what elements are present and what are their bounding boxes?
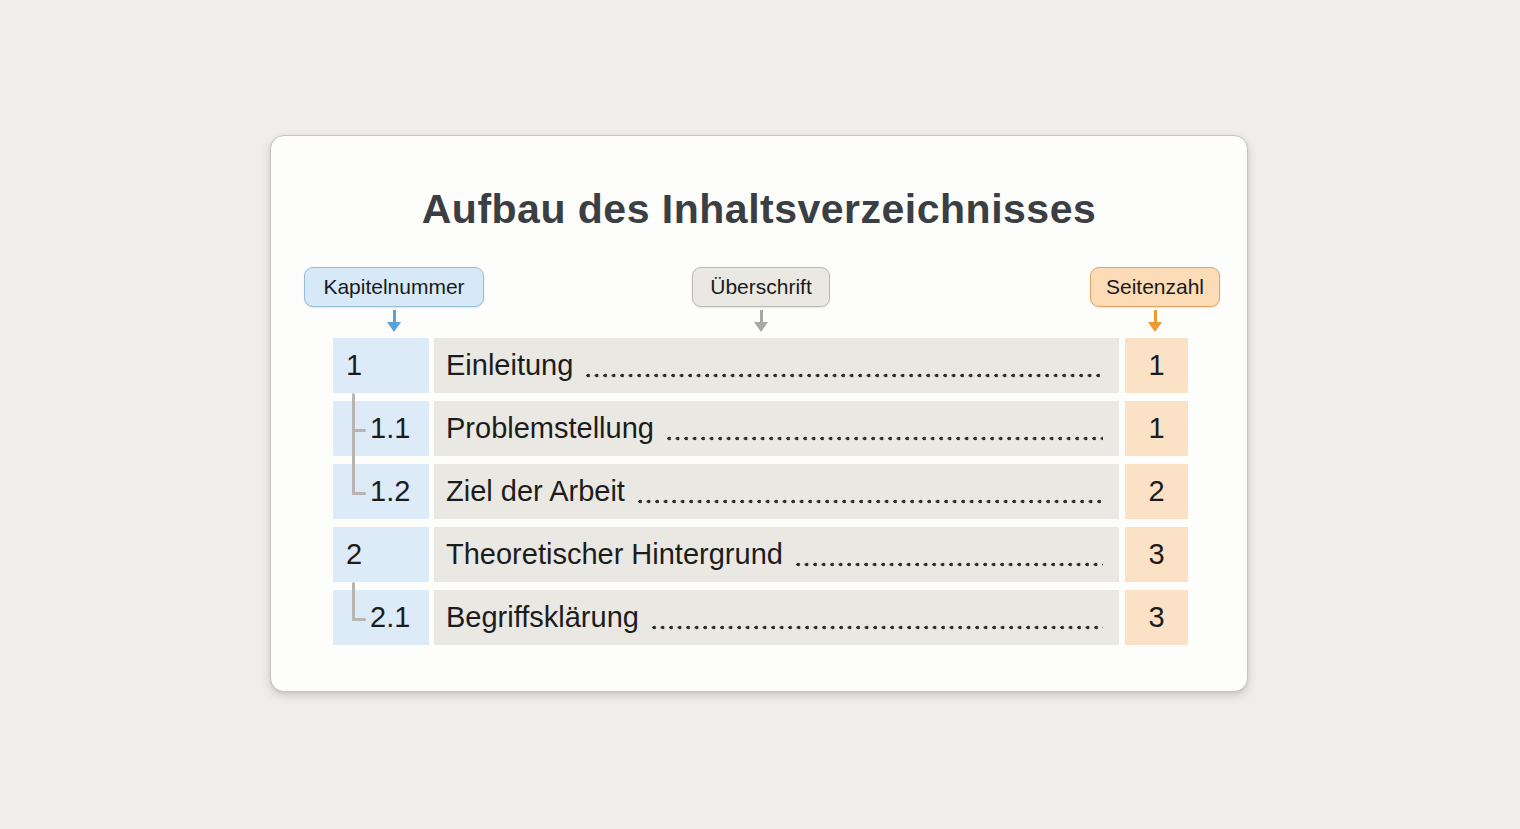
toc-table: 1 Einleitung 1 1.1 Problemstellung 1 1.2… bbox=[333, 338, 1188, 645]
arrow-head bbox=[1148, 322, 1162, 332]
page-number-cell: 1 bbox=[1125, 338, 1188, 393]
toc-row: 2.1 Begriffsklärung 3 bbox=[333, 590, 1188, 645]
dotted-leader bbox=[796, 562, 1103, 567]
dotted-leader bbox=[638, 499, 1103, 504]
tree-connector-vertical bbox=[352, 393, 355, 495]
chapter-number: 2.1 bbox=[370, 601, 410, 634]
chapter-number: 1.2 bbox=[370, 475, 410, 508]
heading-cell: Theoretischer Hintergrund bbox=[434, 527, 1119, 582]
chapter-number: 2 bbox=[346, 538, 362, 571]
page-number: 1 bbox=[1148, 412, 1164, 445]
diagram-title: Aufbau des Inhaltsverzeichnisses bbox=[271, 186, 1247, 233]
chapter-number-cell: 1 bbox=[333, 338, 429, 393]
chapter-number-cell: 2.1 bbox=[333, 590, 429, 645]
down-arrow-icon bbox=[387, 310, 401, 332]
tree-connector-branch bbox=[352, 618, 366, 621]
heading-text: Problemstellung bbox=[446, 412, 654, 445]
toc-row: 1 Einleitung 1 bbox=[333, 338, 1188, 393]
page-number-cell: 3 bbox=[1125, 527, 1188, 582]
down-arrow-icon bbox=[1148, 310, 1162, 332]
heading-label: Überschrift bbox=[692, 267, 830, 307]
page-number: 1 bbox=[1148, 349, 1164, 382]
arrow-head bbox=[387, 322, 401, 332]
chapter-number: 1 bbox=[346, 349, 362, 382]
dotted-leader bbox=[652, 625, 1103, 630]
column-label-group-heading: Überschrift bbox=[692, 267, 830, 332]
toc-row: 2 Theoretischer Hintergrund 3 bbox=[333, 527, 1188, 582]
page-number-cell: 3 bbox=[1125, 590, 1188, 645]
arrow-stem bbox=[760, 310, 763, 322]
heading-text: Theoretischer Hintergrund bbox=[446, 538, 783, 571]
column-label-group-chapter-number: Kapitelnummer bbox=[304, 267, 484, 332]
heading-text: Einleitung bbox=[446, 349, 573, 382]
chapter-number: 1.1 bbox=[370, 412, 410, 445]
chapter-number-label: Kapitelnummer bbox=[304, 267, 484, 307]
heading-cell: Begriffsklärung bbox=[434, 590, 1119, 645]
tree-connector-vertical bbox=[352, 582, 355, 621]
down-arrow-icon bbox=[754, 310, 768, 332]
dotted-leader bbox=[667, 436, 1103, 441]
page-number: 3 bbox=[1148, 538, 1164, 571]
diagram-card: Aufbau des Inhaltsverzeichnisses Kapitel… bbox=[270, 135, 1248, 692]
page-number-cell: 1 bbox=[1125, 401, 1188, 456]
heading-cell: Problemstellung bbox=[434, 401, 1119, 456]
heading-cell: Ziel der Arbeit bbox=[434, 464, 1119, 519]
page-number-label: Seitenzahl bbox=[1090, 267, 1220, 307]
heading-cell: Einleitung bbox=[434, 338, 1119, 393]
dotted-leader bbox=[586, 373, 1103, 378]
page-background: { "title": "Aufbau des Inhaltsverzeichni… bbox=[0, 0, 1520, 829]
chapter-number-cell: 1.1 bbox=[333, 401, 429, 456]
tree-connector-branch bbox=[352, 429, 366, 432]
page-number: 2 bbox=[1148, 475, 1164, 508]
page-number: 3 bbox=[1148, 601, 1164, 634]
page-number-cell: 2 bbox=[1125, 464, 1188, 519]
tree-connector-branch bbox=[352, 492, 366, 495]
heading-text: Ziel der Arbeit bbox=[446, 475, 625, 508]
toc-row: 1.1 Problemstellung 1 bbox=[333, 401, 1188, 456]
arrow-head bbox=[754, 322, 768, 332]
chapter-number-cell: 2 bbox=[333, 527, 429, 582]
column-label-group-page-number: Seitenzahl bbox=[1090, 267, 1220, 332]
arrow-stem bbox=[393, 310, 396, 322]
arrow-stem bbox=[1154, 310, 1157, 322]
chapter-number-cell: 1.2 bbox=[333, 464, 429, 519]
heading-text: Begriffsklärung bbox=[446, 601, 639, 634]
toc-row: 1.2 Ziel der Arbeit 2 bbox=[333, 464, 1188, 519]
